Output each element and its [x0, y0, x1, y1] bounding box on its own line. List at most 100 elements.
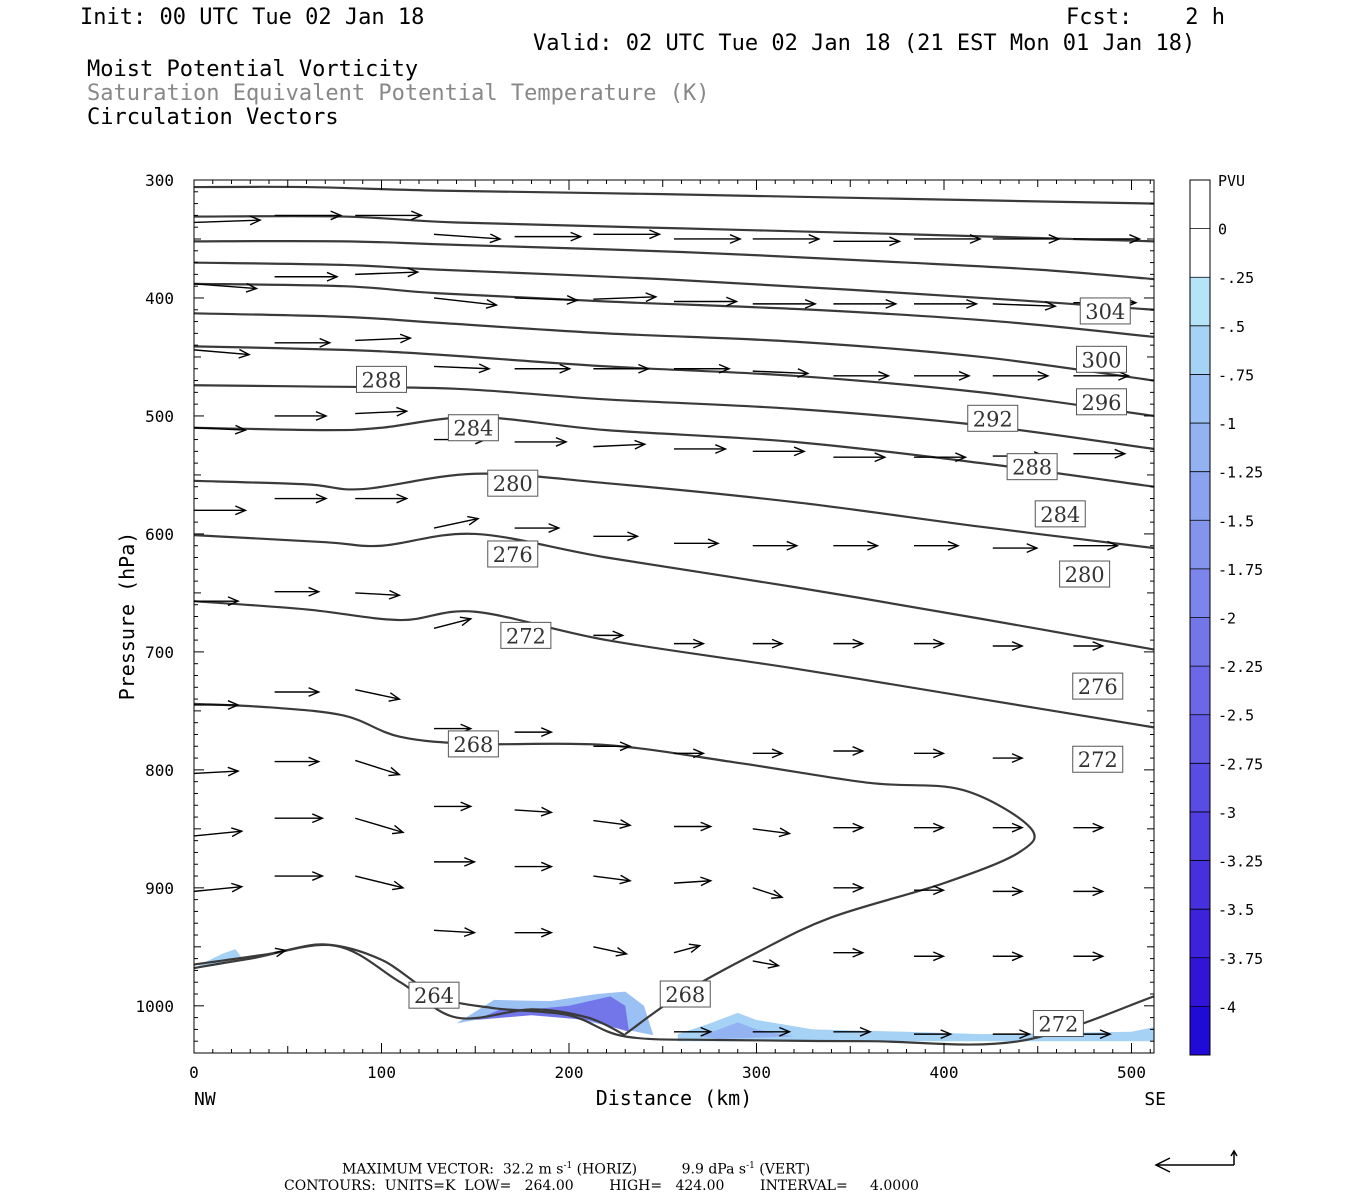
vector-arrow [274, 493, 328, 504]
theta-es-contour [193, 472, 1155, 550]
vector-arrow [833, 540, 880, 551]
vector-arrow [274, 813, 325, 824]
theta-es-contour [193, 702, 1036, 1036]
vector-arrow [274, 210, 343, 221]
vector-arrow [752, 446, 806, 457]
max-vector-label: MAXIMUM VECTOR: [342, 1161, 494, 1178]
x-tick-label: 300 [742, 1063, 771, 1082]
vector-arrow [593, 229, 662, 240]
vector-arrow [752, 827, 792, 838]
vector-arrow [674, 538, 720, 549]
vector-arrow [752, 540, 799, 551]
x-tick-label: 500 [1117, 1063, 1146, 1082]
colorbar-label: -2.5 [1218, 707, 1254, 725]
vector-arrow [514, 727, 554, 738]
contour-label-box [1076, 345, 1127, 373]
vector-arrow [433, 515, 480, 529]
x-tick-label: 100 [367, 1063, 396, 1082]
vector-arrow [514, 806, 554, 817]
colorbar-swatch [1190, 520, 1210, 569]
vector-arrow [674, 363, 731, 374]
vector-arrow [514, 436, 568, 447]
horiz-max-value: 32.2 m s [502, 1161, 564, 1178]
y-tick-label: 800 [145, 761, 174, 780]
vert-tag: (VERT) [759, 1161, 811, 1178]
vector-arrow [1073, 951, 1105, 962]
vector-arrow [274, 756, 321, 767]
vector-arrow [914, 885, 946, 896]
contour-label-box [447, 730, 499, 758]
vector-arrow [514, 861, 554, 872]
vector-arrow [355, 406, 409, 417]
colorbar-swatch [1190, 860, 1210, 910]
vector-arrow [193, 215, 262, 226]
vector-arrow [434, 801, 473, 812]
vector-arrow [914, 822, 946, 833]
x-tick-label: 0 [189, 1063, 199, 1082]
vector-arrow [833, 947, 865, 958]
vector-arrow [914, 748, 946, 759]
vector-arrow [914, 1029, 953, 1040]
colorbar-label: -3.75 [1218, 950, 1263, 968]
y-tick-label: 300 [145, 171, 174, 190]
contour-label: 268 [453, 733, 493, 757]
vector-arrow [673, 943, 702, 954]
vector-arrow [593, 363, 651, 374]
vector-arrow [992, 300, 1058, 311]
init-time: Init: 00 UTC Tue 02 Jan 18 [80, 5, 425, 30]
colorbar-label: -4 [1218, 998, 1236, 1016]
vector-arrow [514, 523, 561, 533]
vector-arrow [514, 363, 572, 374]
vector-arrow [194, 505, 248, 516]
field-title-mpv: Moist Potential Vorticity [87, 57, 419, 82]
vector-arrow [914, 540, 960, 551]
vert-exponent: -1 [746, 1161, 755, 1171]
theta-es-contour [193, 532, 1155, 651]
vector-arrow [433, 363, 491, 374]
reference-vector [1154, 1149, 1238, 1173]
contour-label: 264 [414, 984, 454, 1008]
theta-es-contour [193, 416, 1155, 488]
vector-arrow [833, 452, 887, 463]
vector-arrow [514, 231, 583, 242]
theta-es-contour [193, 215, 1155, 243]
colorbar-swatch [1190, 471, 1210, 521]
vector-arrow [355, 333, 413, 344]
colorbar-label: -3.5 [1218, 901, 1254, 919]
vector-arrow [752, 887, 784, 899]
colorbar-label: 0 [1218, 221, 1227, 239]
colorbar-label: -1.75 [1218, 561, 1263, 579]
colorbar-swatch [1190, 617, 1210, 667]
vector-arrow [433, 927, 477, 938]
vector-arrow [674, 638, 706, 649]
colorbar-swatch [1190, 228, 1210, 278]
vector-arrow [833, 298, 898, 309]
vector-arrow [992, 886, 1024, 897]
vector-arrow [914, 370, 971, 381]
colorbar-label: -3 [1218, 804, 1236, 822]
colorbar-swatch [1190, 568, 1210, 618]
colorbar-label: -.25 [1218, 269, 1254, 287]
vector-arrow [593, 819, 632, 829]
vector-arrow [752, 368, 810, 378]
vector-arrow [355, 493, 409, 504]
y-tick-label: 900 [145, 879, 174, 898]
vector-arrow [593, 874, 632, 885]
vector-arrow [833, 370, 891, 381]
theta-es-contour [193, 185, 1155, 205]
vector-arrow [274, 947, 288, 958]
contour-label-box [487, 540, 539, 568]
vector-arrow [833, 236, 902, 247]
colorbar-label: -3.25 [1218, 853, 1263, 871]
vector-arrow [433, 616, 473, 629]
vector-arrow [274, 871, 325, 881]
vector-arrow [355, 759, 402, 777]
contour-label-box [1072, 672, 1124, 700]
colorbar-swatch [1190, 957, 1210, 1007]
vector-arrow [274, 337, 332, 348]
colorbar-label: -.75 [1218, 366, 1254, 384]
vector-arrow [833, 822, 865, 833]
vector-arrow [914, 638, 946, 649]
vector-arrow [833, 746, 865, 756]
